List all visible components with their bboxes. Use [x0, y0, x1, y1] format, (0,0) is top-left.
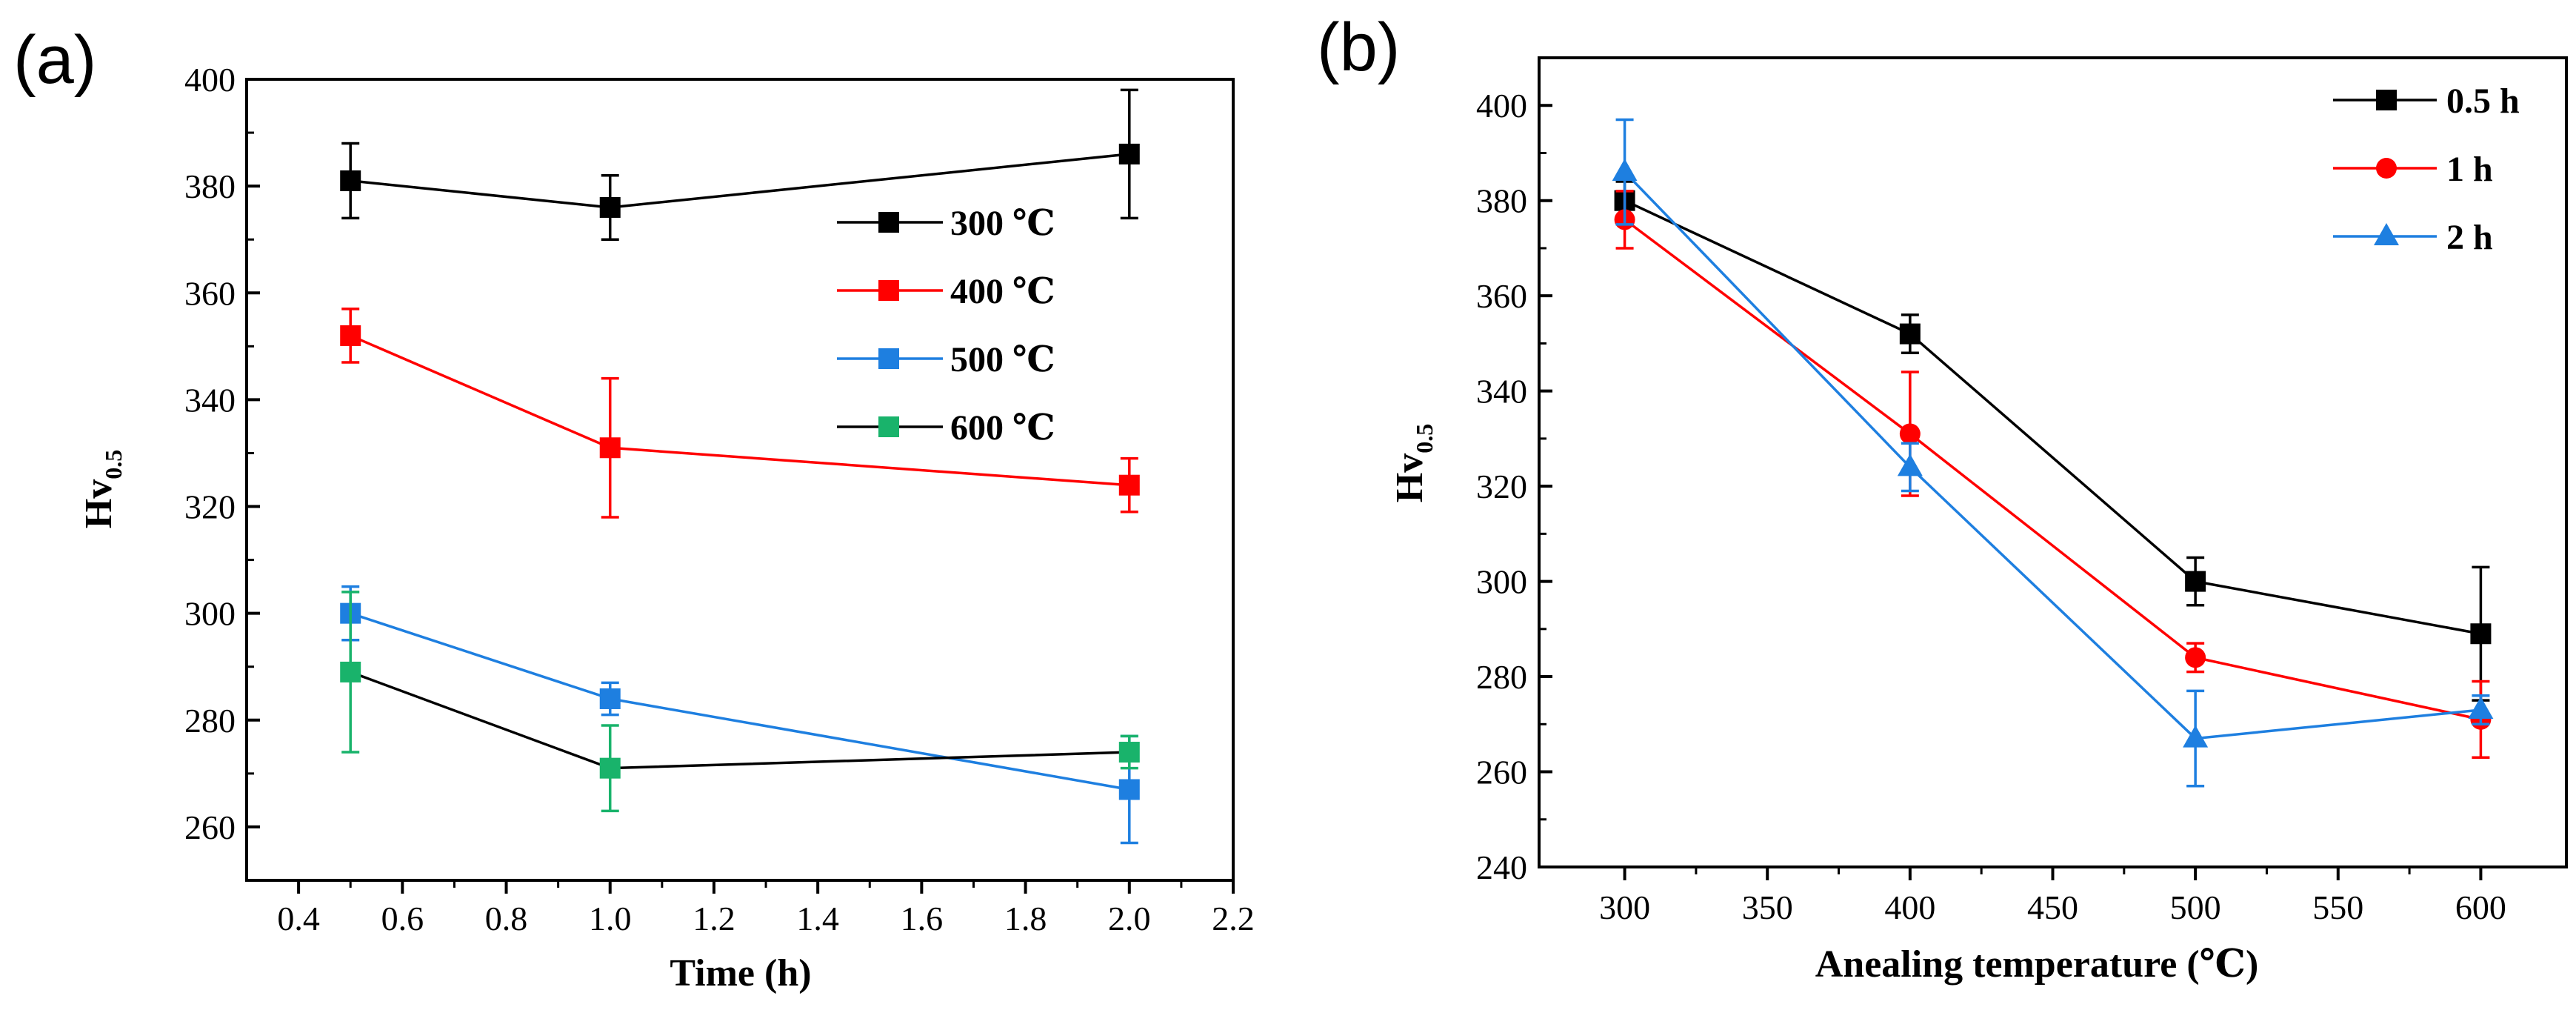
legend-marker	[2376, 90, 2397, 110]
data-point	[1899, 423, 1921, 445]
data-point	[340, 170, 361, 191]
panel-label: (b)	[1317, 10, 1400, 85]
series-line	[1624, 199, 2481, 635]
x-tick-label: 600	[2455, 888, 2506, 926]
legend-marker	[2376, 158, 2397, 179]
x-tick-label: 1.8	[1004, 900, 1047, 937]
y-tick-label: 380	[184, 167, 236, 205]
y-tick-label: 300	[184, 595, 236, 633]
data-point	[1899, 323, 1921, 345]
y-axis-title-subscript: 0.5	[1411, 424, 1438, 453]
y-tick-label: 280	[184, 702, 236, 740]
legend-marker	[878, 348, 899, 369]
x-tick-label: 450	[2027, 888, 2078, 926]
y-tick-label: 400	[1476, 87, 1527, 124]
legend-label: 400 ℃	[950, 272, 1055, 311]
data-point	[599, 437, 621, 459]
y-tick-label: 340	[184, 381, 236, 419]
x-tick-label: 0.6	[381, 900, 424, 937]
x-tick-label: 350	[1742, 888, 1793, 926]
x-tick-label: 0.4	[277, 900, 320, 937]
y-tick-label: 360	[184, 274, 236, 312]
legend-label: 300 ℃	[950, 204, 1055, 243]
data-point	[340, 325, 361, 346]
y-axis-title: Hv0.5	[78, 450, 127, 528]
series-3	[1612, 118, 2494, 788]
data-point	[2470, 623, 2492, 645]
y-tick-label: 400	[184, 61, 236, 99]
series-line	[1624, 219, 2481, 721]
legend-label: 0.5 h	[2446, 82, 2520, 121]
legend-marker	[878, 212, 899, 233]
y-axis-title-main: Hv	[78, 479, 120, 528]
x-tick-label: 1.0	[589, 900, 632, 937]
data-point	[1118, 474, 1140, 496]
legend-label: 1 h	[2446, 150, 2493, 189]
data-point	[340, 661, 361, 682]
legend-marker	[878, 416, 899, 437]
x-tick-label: 2.2	[1212, 900, 1255, 937]
y-tick-label: 340	[1476, 373, 1527, 411]
data-point	[2185, 571, 2206, 592]
data-point	[1118, 779, 1140, 800]
y-tick-label: 380	[1476, 182, 1527, 220]
legend-marker	[878, 280, 899, 301]
y-axis-title-main: Hv	[1389, 453, 1431, 502]
series-1	[340, 88, 1140, 241]
x-tick-label: 500	[2170, 888, 2221, 926]
legend: 300 ℃ 400 ℃ 500 ℃ 600 ℃	[837, 204, 1055, 448]
y-axis-title: Hv0.5	[1389, 424, 1438, 502]
y-tick-label: 360	[1476, 277, 1527, 315]
data-point	[599, 196, 621, 218]
series-line	[1624, 170, 2481, 740]
chart-panel-b: (b) 240 260 280 300 320 340 360 380 400 300 350 400 4…	[1317, 10, 2568, 986]
legend-label: 600 ℃	[950, 408, 1055, 448]
data-point	[1612, 159, 1638, 182]
y-tick-label: 320	[1476, 468, 1527, 505]
x-tick-label: 0.8	[485, 900, 528, 937]
x-tick-label: 2.0	[1108, 900, 1151, 937]
legend-label: 500 ℃	[950, 340, 1055, 379]
x-tick-label: 300	[1599, 888, 1650, 926]
x-tick-label: 550	[2312, 888, 2363, 926]
y-tick-label: 300	[1476, 563, 1527, 601]
legend-label: 2 h	[2446, 218, 2493, 257]
x-axis-title: Anealing temperature (℃)	[1815, 943, 2259, 986]
y-axis-title-subscript: 0.5	[100, 450, 127, 479]
data-point	[1118, 742, 1140, 763]
panel-label: (a)	[13, 22, 96, 98]
legend-marker	[2374, 223, 2399, 245]
data-point	[2183, 725, 2209, 748]
axis-frame	[245, 78, 1235, 882]
series-4	[340, 591, 1140, 813]
data-point	[1118, 143, 1140, 165]
series-2	[340, 308, 1140, 519]
y-tick-label: 260	[1476, 754, 1527, 791]
data-point	[599, 688, 621, 709]
data-point	[1897, 453, 1923, 476]
data-point	[2468, 697, 2494, 720]
y-tick-label: 280	[1476, 658, 1527, 696]
x-tick-label: 1.6	[901, 900, 944, 937]
chart-panel-a: (a) 260 280 300 320 340 360 380 400 0.4 0.6 0.8 1.0 1…	[13, 22, 1255, 994]
data-point	[599, 757, 621, 779]
y-tick-label: 240	[1476, 848, 1527, 886]
x-tick-label: 1.4	[796, 900, 839, 937]
x-tick-label: 400	[1884, 888, 1935, 926]
legend: 0.5 h 1 h 2 h	[2333, 82, 2520, 257]
x-tick-label: 1.2	[693, 900, 735, 937]
y-tick-label: 260	[184, 808, 236, 846]
x-axis-title: Time (h)	[670, 952, 811, 994]
y-tick-label: 320	[184, 488, 236, 526]
data-point	[2185, 647, 2206, 668]
